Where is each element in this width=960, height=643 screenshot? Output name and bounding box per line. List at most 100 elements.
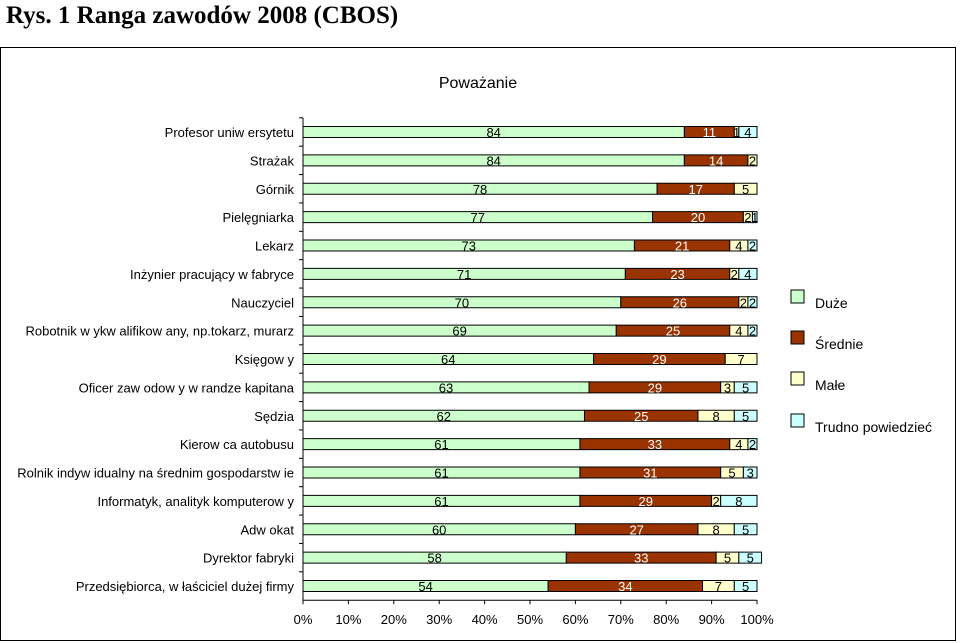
category-label: Kierow ca autobusu: [180, 437, 294, 452]
data-label: 61: [434, 494, 448, 509]
bar-segment: [733, 580, 758, 592]
data-label: 21: [675, 239, 689, 254]
data-label: 2: [713, 494, 720, 509]
data-label: 4: [744, 267, 751, 282]
legend-label: Małe: [815, 377, 846, 393]
category-label: Księgow y: [235, 352, 295, 367]
data-label: 54: [418, 579, 432, 594]
data-label: 2: [744, 210, 751, 225]
x-tick-label: 90%: [699, 612, 725, 627]
data-label: 61: [434, 437, 448, 452]
bar-segment: [738, 551, 763, 564]
data-label: 70: [455, 295, 469, 310]
data-label: 25: [634, 409, 648, 424]
data-label: 1: [751, 210, 758, 225]
category-label: Robotnik w ykw alifikow any, np.tokarz, …: [25, 324, 294, 339]
data-label: 69: [452, 324, 466, 339]
x-tick-label: 30%: [426, 612, 452, 627]
x-tick-label: 70%: [608, 612, 634, 627]
data-label: 2: [749, 324, 756, 339]
data-label: 5: [747, 551, 754, 566]
data-label: 3: [724, 380, 731, 395]
data-label: 27: [629, 522, 643, 537]
bar-segment: [720, 494, 758, 507]
legend-swatch: [790, 289, 805, 304]
category-label: Przedsiębiorca, w łaściciel dużej firmy: [76, 579, 295, 594]
data-label: 2: [749, 437, 756, 452]
chart-frame: [0, 47, 956, 641]
bar-segment: [738, 126, 758, 138]
data-label: 4: [735, 239, 742, 254]
category-label: Lekarz: [255, 239, 294, 254]
bar-segment: [738, 267, 758, 280]
data-label: 5: [742, 409, 749, 424]
data-label: 77: [471, 210, 485, 225]
data-label: 4: [735, 437, 742, 452]
data-label: 64: [441, 352, 455, 367]
x-tick-label: 10%: [335, 612, 361, 627]
data-label: 20: [691, 210, 705, 225]
x-axis: 0% 10% 20% 30% 40% 50% 60% 70% 80% 90% 100%: [294, 117, 774, 627]
data-label: 5: [742, 522, 749, 537]
data-label: 1: [733, 125, 740, 140]
bar-segment: [733, 381, 758, 394]
figure-heading: Rys. 1 Ranga zawodów 2008 (CBOS): [6, 2, 399, 29]
bar-segment: [751, 211, 758, 224]
x-tick-label: 40%: [472, 612, 498, 627]
data-label: 33: [634, 551, 648, 566]
data-label: 78: [473, 182, 487, 197]
data-label: 62: [437, 409, 451, 424]
data-label: 23: [670, 267, 684, 282]
category-label: Profesor uniw ersytetu: [165, 125, 294, 140]
data-label: 29: [648, 380, 662, 395]
data-label: 58: [427, 551, 441, 566]
data-label: 17: [688, 182, 702, 197]
data-label: 61: [434, 466, 448, 481]
chart-title: Poważanie: [439, 75, 517, 92]
x-tick-label: 50%: [517, 612, 543, 627]
bar-segment: [742, 466, 758, 479]
data-label: 84: [486, 153, 500, 168]
bar-segment: [747, 438, 758, 451]
bar-segment: [733, 182, 758, 195]
data-label: 5: [728, 466, 735, 481]
value-labels: 84 11 1 484 14 278 17 577 20 2 173 21 4 271 23 2 470 26 2 2…: [418, 125, 758, 594]
data-label: 8: [713, 409, 720, 424]
data-label: 5: [742, 579, 749, 594]
x-tick-label: 0%: [294, 612, 313, 627]
category-label: Pielęgniarka: [222, 210, 294, 225]
data-label: 60: [432, 522, 446, 537]
data-label: 63: [439, 380, 453, 395]
bar-segment: [747, 239, 758, 252]
legend-label: Duże: [815, 295, 848, 311]
data-label: 11: [703, 125, 717, 140]
legend-swatch: [790, 330, 805, 345]
data-label: 73: [461, 239, 475, 254]
data-label: 7: [737, 352, 744, 367]
legend-swatch: [790, 413, 805, 428]
data-label: 25: [666, 324, 680, 339]
category-label: Nauczyciel: [231, 295, 294, 310]
data-label: 31: [643, 466, 657, 481]
category-label: Rolnik indyw idualny na średnim gospodar…: [17, 466, 294, 481]
data-label: 71: [457, 267, 471, 282]
data-label: 84: [486, 125, 500, 140]
data-label: 5: [724, 551, 731, 566]
x-tick-label: 80%: [653, 612, 679, 627]
data-label: 2: [749, 239, 756, 254]
data-label: 8: [735, 494, 742, 509]
data-label: 4: [744, 125, 751, 140]
data-label: 8: [713, 522, 720, 537]
bar-segment: [747, 324, 758, 337]
data-label: 7: [715, 579, 722, 594]
data-label: 4: [735, 324, 742, 339]
legend-label: Trudno powiedzieć: [815, 419, 932, 435]
category-label: Inżynier pracujący w fabryce: [130, 267, 294, 282]
data-label: 3: [747, 466, 754, 481]
x-tick-label: 100%: [740, 612, 774, 627]
category-label: Oficer zaw odow y w randze kapitana: [79, 380, 295, 395]
data-label: 14: [709, 153, 723, 168]
legend-label: Średnie: [815, 335, 863, 352]
category-label: Dyrektor fabryki: [203, 551, 294, 566]
